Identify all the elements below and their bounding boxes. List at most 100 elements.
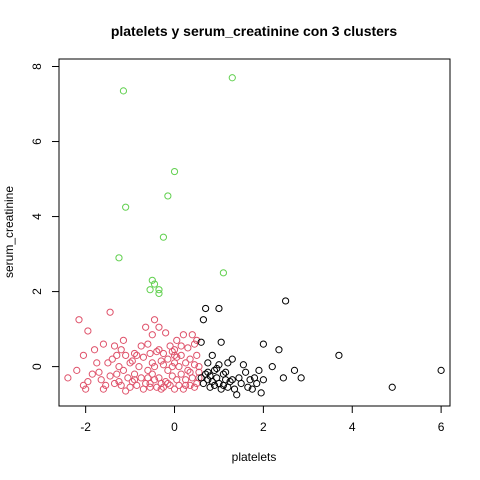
data-point-cluster-1 <box>108 355 116 363</box>
data-point-cluster-1 <box>117 381 125 389</box>
y-tick-label: 8 <box>30 63 44 70</box>
data-point-cluster-1 <box>150 376 159 384</box>
data-point-cluster-1 <box>84 378 92 386</box>
data-point-cluster-1 <box>115 378 123 386</box>
data-point-cluster-2 <box>215 361 223 369</box>
data-point-cluster-1 <box>175 363 183 371</box>
data-point-cluster-1 <box>155 346 163 354</box>
data-point-cluster-2 <box>388 383 396 391</box>
data-point-cluster-2 <box>202 304 210 313</box>
data-point-cluster-1 <box>159 361 168 369</box>
data-point-cluster-1 <box>113 370 121 378</box>
data-point-cluster-1 <box>126 359 134 367</box>
data-point-cluster-1 <box>133 351 141 359</box>
data-point-cluster-1 <box>128 357 136 365</box>
x-tick-label: 0 <box>171 420 178 434</box>
data-point-cluster-2 <box>204 376 212 384</box>
data-point-cluster-1 <box>182 359 190 367</box>
data-point-cluster-1 <box>122 351 130 359</box>
data-point-cluster-2 <box>228 355 236 363</box>
data-point-cluster-1 <box>170 346 179 354</box>
data-point-cluster-1 <box>193 351 201 359</box>
data-point-cluster-1 <box>142 323 150 331</box>
data-point-cluster-2 <box>297 374 305 382</box>
data-point-cluster-2 <box>246 376 254 384</box>
data-point-cluster-1 <box>170 385 179 393</box>
data-point-cluster-1 <box>150 316 159 324</box>
data-point-cluster-1 <box>146 383 154 391</box>
data-point-cluster-1 <box>104 359 112 367</box>
data-point-cluster-1 <box>184 366 192 374</box>
data-point-cluster-1 <box>168 363 176 371</box>
data-point-cluster-2 <box>210 381 219 389</box>
data-point-cluster-2 <box>255 366 263 374</box>
data-point-cluster-1 <box>79 381 88 389</box>
data-point-cluster-3 <box>122 203 130 211</box>
data-point-cluster-1 <box>130 349 139 358</box>
data-point-cluster-3 <box>119 87 128 95</box>
data-point-cluster-2 <box>268 363 276 371</box>
data-point-cluster-2 <box>242 368 250 376</box>
y-tick-label: 2 <box>30 288 44 295</box>
data-point-cluster-2 <box>279 374 287 382</box>
data-point-cluster-2 <box>233 391 241 399</box>
plot-frame <box>58 58 451 407</box>
data-point-cluster-1 <box>168 348 176 356</box>
data-point-cluster-1 <box>137 342 145 350</box>
data-point-cluster-2 <box>208 351 216 359</box>
data-point-cluster-1 <box>157 357 165 365</box>
y-axis-label: serum_creatinine <box>2 186 16 278</box>
y-tick-label: 6 <box>30 138 44 145</box>
data-point-cluster-2 <box>226 378 234 386</box>
data-point-cluster-2 <box>204 368 212 376</box>
data-point-cluster-2 <box>210 366 219 374</box>
data-point-cluster-1 <box>182 381 190 389</box>
chart-title: platelets y serum_creatinine con 3 clust… <box>111 23 398 39</box>
data-point-cluster-2 <box>275 346 283 354</box>
data-point-cluster-1 <box>139 353 148 361</box>
x-tick-label: 2 <box>260 420 267 434</box>
data-point-cluster-1 <box>95 368 103 376</box>
data-point-cluster-1 <box>195 363 203 371</box>
x-axis-label: platelets <box>232 450 277 464</box>
data-point-cluster-1 <box>157 379 165 388</box>
data-point-cluster-1 <box>186 368 194 376</box>
data-point-cluster-2 <box>199 379 208 388</box>
data-point-cluster-1 <box>122 387 130 395</box>
data-point-cluster-1 <box>157 385 165 393</box>
data-point-cluster-1 <box>88 370 96 378</box>
data-point-cluster-1 <box>119 366 128 374</box>
data-point-cluster-2 <box>208 378 216 386</box>
data-point-cluster-1 <box>97 376 105 384</box>
data-point-cluster-1 <box>153 348 161 356</box>
data-point-cluster-2 <box>213 364 221 373</box>
y-tick-label: 0 <box>30 363 44 370</box>
data-point-cluster-2 <box>215 304 223 313</box>
data-point-cluster-1 <box>148 331 156 339</box>
data-point-cluster-1 <box>117 346 125 354</box>
data-point-cluster-2 <box>282 297 290 305</box>
data-point-cluster-1 <box>193 336 201 344</box>
data-point-cluster-1 <box>102 381 110 389</box>
data-point-cluster-1 <box>99 385 108 393</box>
data-point-cluster-2 <box>257 389 265 397</box>
data-point-cluster-1 <box>113 351 121 359</box>
data-point-cluster-2 <box>259 376 267 384</box>
data-point-cluster-1 <box>75 316 83 324</box>
data-point-cluster-2 <box>199 316 208 324</box>
data-point-cluster-1 <box>148 359 156 367</box>
data-point-cluster-3 <box>150 280 159 288</box>
data-point-cluster-1 <box>190 361 199 369</box>
data-point-cluster-1 <box>188 331 196 339</box>
data-point-cluster-1 <box>90 346 99 354</box>
x-tick-label: 4 <box>349 420 356 434</box>
data-point-cluster-2 <box>335 351 343 359</box>
data-point-cluster-2 <box>237 379 245 388</box>
data-point-cluster-1 <box>179 331 188 339</box>
data-point-cluster-1 <box>130 370 139 378</box>
data-point-cluster-1 <box>82 385 90 393</box>
data-point-cluster-1 <box>173 336 181 344</box>
data-point-cluster-2 <box>197 338 205 346</box>
data-point-cluster-1 <box>190 340 199 348</box>
